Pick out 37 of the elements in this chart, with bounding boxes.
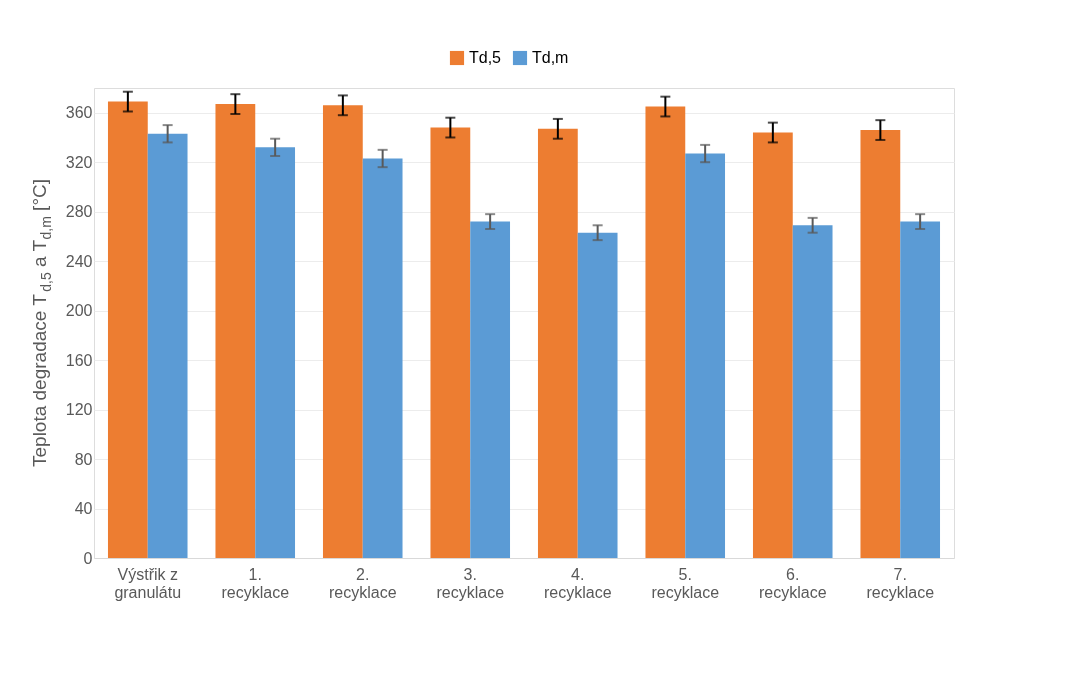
x-tick-label: 5. recyklace	[651, 565, 720, 601]
y-tick-label: 360	[65, 104, 93, 122]
bar	[577, 232, 618, 558]
x-tick-label: 1. recyklace	[221, 565, 290, 601]
bar	[362, 158, 403, 558]
y-tick-label: 0	[83, 549, 93, 567]
y-tick-label: 280	[65, 203, 93, 221]
y-tick-label: 160	[65, 351, 93, 369]
bar	[147, 133, 188, 558]
x-tick-label: 7. recyklace	[866, 565, 935, 601]
bar	[107, 101, 148, 558]
x-tick-label: Výstřik z granulátu	[114, 565, 182, 601]
y-tick-label: 200	[65, 302, 93, 320]
y-tick-label: 240	[65, 252, 93, 270]
bar	[685, 153, 726, 558]
legend-label: Td,5	[469, 49, 502, 66]
bar	[470, 221, 511, 558]
y-tick-label: 80	[74, 450, 93, 468]
bar	[860, 130, 901, 558]
x-tick-label: 6. recyklace	[758, 565, 827, 601]
bar	[792, 225, 833, 558]
bar	[752, 132, 793, 558]
y-tick-label: 120	[65, 401, 93, 419]
x-tick-label: 3. recyklace	[436, 565, 505, 601]
legend-label: Td,m	[532, 49, 569, 66]
y-tick-label: 320	[65, 153, 93, 171]
x-tick-label: 2. recyklace	[328, 565, 397, 601]
bar	[215, 104, 256, 558]
bar	[255, 147, 296, 558]
bar	[900, 221, 941, 558]
y-axis-title: Teplota degradace Td,5 a Td,m [°C]	[29, 178, 54, 468]
bar	[645, 106, 686, 558]
bar	[430, 127, 471, 558]
bar	[322, 105, 363, 558]
bar	[537, 128, 578, 558]
x-tick-label: 4. recyklace	[543, 565, 612, 601]
y-tick-label: 40	[74, 500, 93, 518]
